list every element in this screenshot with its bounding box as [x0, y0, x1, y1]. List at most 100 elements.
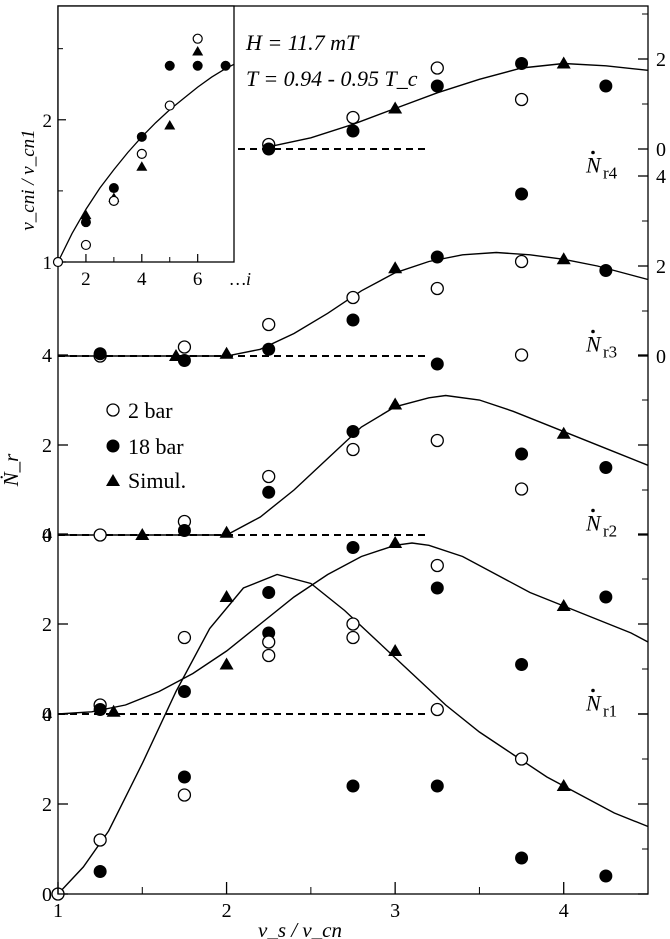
- point-simul: [219, 346, 234, 359]
- point-2bar: [93, 833, 107, 847]
- inset-point-simul: [192, 46, 204, 56]
- point-2bar: [346, 442, 360, 457]
- point-2bar: [262, 635, 276, 649]
- point-18bar: [262, 142, 276, 156]
- y-tick-label: 4: [42, 704, 52, 726]
- point-simul: [388, 644, 403, 656]
- panel-label-main: N: [585, 691, 602, 716]
- y-tick-label: 0: [656, 346, 666, 368]
- point-2bar: [430, 433, 444, 448]
- point-simul: [219, 590, 234, 602]
- inset-point-18bar: [220, 60, 231, 71]
- point-simul: [556, 426, 571, 439]
- panel-label-main: N: [585, 511, 602, 536]
- point-2bar: [93, 528, 107, 542]
- simulation-curve: [57, 573, 649, 895]
- panel-label-sub: r4: [603, 164, 618, 183]
- point-18bar: [515, 658, 529, 671]
- point-18bar: [177, 524, 191, 537]
- inset-point-2bar: [136, 148, 147, 160]
- inset-point-2bar: [192, 33, 203, 44]
- inset-x-tick-label: 4: [137, 269, 147, 290]
- point-simul: [135, 528, 150, 540]
- point-18bar: [93, 865, 107, 878]
- point-18bar: [262, 342, 276, 356]
- point-2bar: [430, 558, 444, 573]
- point-simul: [388, 536, 403, 548]
- legend-label-simul: Simul.: [128, 468, 186, 493]
- point-18bar: [346, 425, 360, 438]
- inset-point-2bar: [80, 239, 92, 251]
- inset-y-tick-label: 1: [43, 253, 53, 274]
- inset-point-18bar: [108, 183, 119, 194]
- point-simul: [556, 779, 571, 791]
- point-18bar: [430, 581, 444, 595]
- point-18bar: [346, 779, 360, 793]
- x-axis-label: v_s / v_cn: [258, 918, 342, 939]
- panel-label-dot: [591, 688, 595, 693]
- point-18bar: [599, 79, 613, 93]
- point-simul: [556, 56, 571, 69]
- simulation-curve: [268, 62, 649, 148]
- legend-label-2bar: 2 bar: [128, 398, 173, 423]
- point-18bar: [93, 347, 107, 361]
- point-18bar: [599, 264, 613, 277]
- legend-label-18bar: 18 bar: [128, 434, 184, 459]
- panel-label-sub: r3: [603, 343, 617, 362]
- panel-label-dot: [591, 508, 595, 513]
- point-2bar: [430, 61, 444, 75]
- point-18bar: [177, 770, 191, 784]
- plot-frame: [57, 5, 649, 895]
- y-tick-label: 4: [42, 524, 52, 546]
- field-annotation: H = 11.7 mT: [245, 30, 360, 55]
- x-tick-label: 4: [559, 900, 569, 922]
- point-18bar: [599, 590, 613, 604]
- point-2bar: [177, 340, 192, 354]
- point-18bar: [515, 57, 529, 70]
- point-2bar: [262, 317, 276, 332]
- point-18bar: [177, 685, 191, 698]
- panel-label-sub: r2: [603, 522, 617, 541]
- legend-marker-filled-triangle: [106, 474, 120, 486]
- point-2bar: [514, 254, 529, 269]
- legend: 2 bar 18 bar Simul.: [106, 398, 186, 493]
- point-simul: [388, 101, 403, 114]
- inset-point-18bar: [80, 217, 91, 228]
- simulation-curve: [57, 542, 649, 715]
- inset-x-axis-label: …i: [230, 269, 251, 289]
- point-18bar: [515, 851, 529, 865]
- inset-layer: 2 4 6 1 2: [43, 33, 235, 290]
- point-18bar: [599, 461, 613, 474]
- x-axis: 1 2 3 4: [53, 882, 649, 922]
- point-18bar: [430, 357, 444, 371]
- point-simul: [556, 252, 571, 265]
- x-tick-label: 3: [390, 900, 400, 922]
- y-tick-label: 0: [42, 704, 52, 726]
- point-2bar: [262, 648, 276, 663]
- panel-label-main: N: [585, 153, 602, 178]
- inset-point-18bar: [136, 131, 147, 142]
- panel-r4: 0 2 4 N r4: [58, 150, 666, 368]
- point-2bar: [346, 617, 360, 631]
- y-axis-label: Ṅ_r: [0, 453, 23, 488]
- point-simul: [219, 657, 234, 670]
- panel-label-dot: [591, 329, 595, 334]
- inset-point-2bar: [52, 256, 64, 268]
- point-18bar: [262, 485, 276, 499]
- legend-item-18bar: 18 bar: [106, 434, 184, 459]
- point-simul: [169, 349, 183, 361]
- point-18bar: [430, 250, 444, 264]
- point-18bar: [599, 869, 613, 883]
- point-2bar: [177, 630, 192, 645]
- y-tick-label: 2: [656, 256, 666, 278]
- point-18bar: [515, 187, 529, 201]
- inset-chart: 2 4 6 1 2 v_cni / v_cn1 …i: [18, 5, 251, 290]
- legend-item-simul: Simul.: [106, 468, 186, 493]
- point-2bar: [262, 469, 276, 484]
- simulation-curve: [58, 394, 649, 536]
- panel-label-dot: [591, 150, 595, 155]
- x-tick-label: 1: [53, 900, 63, 922]
- point-18bar: [177, 354, 191, 367]
